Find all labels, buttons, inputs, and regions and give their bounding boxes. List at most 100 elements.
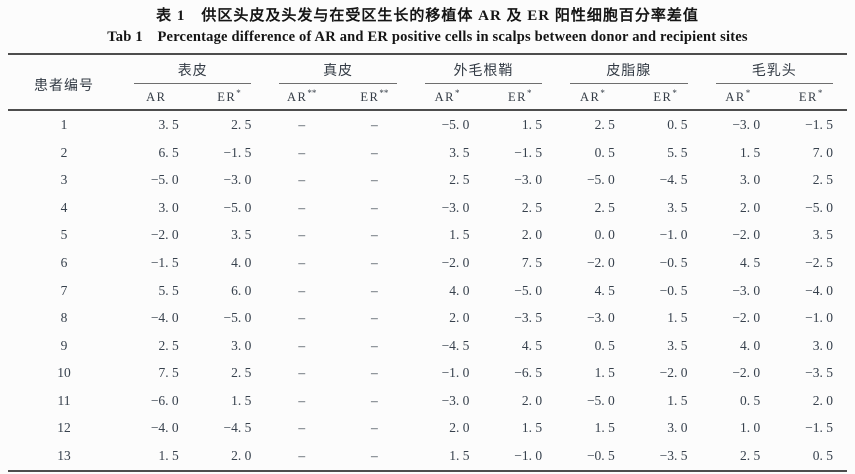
patient-number-cell: 3 (60, 172, 68, 188)
col-header-sup: * (527, 88, 532, 98)
value-cell: −3. 5 (805, 365, 833, 381)
value-cell: −3. 0 (441, 199, 470, 215)
group-header-row: 患者编号 表皮 真皮 外毛根鞘 皮脂腺 毛乳头 (8, 54, 847, 112)
value-cell: 0. 5 (594, 144, 615, 160)
missing-value-cell: – (371, 254, 378, 270)
value-cell: −3. 0 (223, 172, 252, 188)
missing-value-cell: – (371, 199, 378, 215)
value-cell: −4. 0 (805, 282, 833, 298)
table-title-zh: 表 1 供区头皮及头发与在受区生长的移植体 AR 及 ER 阳性细胞百分率差值 (156, 8, 699, 24)
patient-number-cell: 4 (60, 199, 68, 215)
col-header-sup: ** (379, 88, 389, 98)
col-header-text: AR (580, 90, 601, 105)
value-cell: 5. 5 (158, 282, 179, 298)
value-cell: 3. 5 (812, 227, 833, 243)
value-cell: 1. 5 (739, 144, 761, 160)
value-cell: 1. 5 (667, 392, 688, 408)
value-cell: −5. 0 (586, 172, 615, 188)
patient-number-cell: 13 (57, 448, 71, 464)
col-header-text: ER (798, 90, 818, 105)
table-row: 4 3. 0 −5. 0 – – −3. 0 2. 5 2. 5 3. 5 2. 0 −5. 0 (8, 194, 847, 222)
col-header-epidermis-er: ER* (192, 84, 266, 112)
missing-value-cell: – (298, 172, 306, 188)
value-cell: 3. 5 (231, 227, 252, 243)
missing-value-cell: – (298, 144, 306, 160)
patient-number-cell: 5 (60, 227, 68, 243)
value-cell: 3. 0 (158, 199, 179, 215)
value-cell: −2. 5 (805, 254, 833, 270)
patient-number-cell: 10 (57, 365, 71, 381)
col-header-sup: * (455, 88, 460, 98)
patient-number-cell: 1 (60, 116, 68, 132)
missing-value-cell: – (371, 310, 378, 326)
value-cell: −2. 0 (659, 365, 688, 381)
patient-number-cell: 9 (60, 337, 68, 353)
col-header-text: ER (217, 90, 237, 105)
group-dermal-papilla-label: 毛乳头 (715, 60, 833, 84)
value-cell: 0. 5 (594, 337, 615, 353)
value-cell: −3. 5 (659, 448, 688, 464)
value-cell: 2. 5 (812, 172, 833, 188)
table-row: 6 −1. 5 4. 0 – – −2. 0 7. 5 −2. 0 −0. 5 4. 5 −2. 5 (8, 249, 847, 277)
group-outer-root-sheath-label: 外毛根鞘 (424, 60, 543, 84)
col-header-epidermis-ar: AR (120, 84, 193, 112)
value-cell: 4. 5 (594, 282, 615, 298)
table-row: 1 3. 5 2. 5 – – −5. 0 1. 5 2. 5 0. 5 −3. 0 −1. 5 (8, 110, 847, 139)
value-cell: 3. 0 (812, 337, 833, 353)
value-cell: −5. 0 (441, 116, 470, 132)
patient-header: 患者编号 (8, 54, 120, 112)
table-body: 1 3. 5 2. 5 – – −5. 0 1. 5 2. 5 0. 5 −3. 0 −1. 5 2 6… (8, 110, 847, 471)
patient-number-cell: 12 (57, 420, 71, 436)
value-cell: −3. 0 (514, 172, 543, 188)
value-cell: 2. 5 (449, 172, 470, 188)
group-dermis-label: 真皮 (279, 60, 397, 84)
col-header-text: AR (434, 90, 456, 105)
col-header-text: AR (287, 90, 308, 105)
value-cell: −5. 0 (223, 199, 252, 215)
value-cell: 0. 5 (667, 116, 688, 132)
value-cell: 3. 5 (449, 144, 470, 160)
table-titles: 表 1 供区头皮及头发与在受区生长的移植体 AR 及 ER 阳性细胞百分率差值 … (0, 6, 855, 48)
col-header-text: ER (360, 90, 380, 105)
missing-value-cell: – (371, 172, 378, 188)
value-cell: 0. 5 (812, 448, 833, 464)
missing-value-cell: – (298, 365, 306, 381)
value-cell: −4. 5 (441, 337, 470, 353)
col-header-sup: * (745, 88, 751, 98)
value-cell: −2. 0 (732, 365, 761, 381)
value-cell: −4. 0 (150, 420, 179, 436)
value-cell: 1. 0 (739, 420, 761, 436)
col-header-text: AR (725, 90, 746, 105)
value-cell: 2. 5 (158, 337, 179, 353)
value-cell: 3. 0 (739, 172, 761, 188)
missing-value-cell: – (298, 227, 306, 243)
value-cell: 6. 0 (231, 282, 252, 298)
value-cell: 1. 5 (521, 116, 543, 132)
missing-value-cell: – (298, 199, 306, 215)
group-outer-root-sheath: 外毛根鞘 (411, 54, 556, 84)
table-row: 5 −2. 0 3. 5 – – 1. 5 2. 0 0. 0 −1. 0 −2. 0 3. 5 (8, 222, 847, 250)
group-epidermis-label: 表皮 (134, 60, 252, 84)
value-cell: −0. 5 (659, 282, 688, 298)
table-row: 13 1. 5 2. 0 – – 1. 5 −1. 0 −0. 5 −3. 5 2. 5 0. 5 (8, 442, 847, 471)
missing-value-cell: – (371, 282, 378, 298)
value-cell: 1. 5 (158, 448, 179, 464)
value-cell: 4. 0 (449, 282, 470, 298)
value-cell: 4. 0 (231, 254, 252, 270)
group-sebaceous-gland-label: 皮脂腺 (570, 60, 688, 84)
table-row: 11 −6. 0 1. 5 – – −3. 0 2. 0 −5. 0 1. 5 0. 5 2. 0 (8, 387, 847, 415)
value-cell: 5. 5 (667, 144, 688, 160)
value-cell: −6. 5 (514, 365, 543, 381)
value-cell: −2. 0 (586, 254, 615, 270)
value-cell: −3. 5 (514, 310, 543, 326)
col-header-sup: * (236, 88, 241, 98)
value-cell: −1. 5 (805, 420, 833, 436)
group-dermis: 真皮 (265, 54, 410, 84)
missing-value-cell: – (371, 116, 378, 132)
value-cell: 1. 5 (594, 365, 615, 381)
value-cell: 3. 5 (667, 199, 688, 215)
value-cell: 1. 5 (667, 310, 688, 326)
col-header-outer-root-sheath-ar: AR* (410, 84, 484, 112)
value-cell: 2. 0 (521, 227, 543, 243)
table-row: 8 −4. 0 −5. 0 – – 2. 0 −3. 5 −3. 0 1. 5 −2. 0 −1. … (8, 304, 847, 332)
